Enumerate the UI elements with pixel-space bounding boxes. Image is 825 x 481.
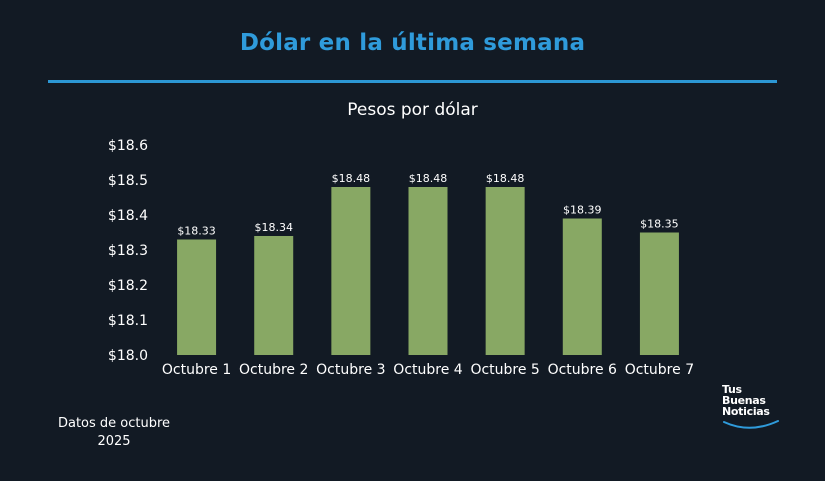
brand-line-2: Buenas	[722, 394, 766, 407]
y-tick-label: $18.0	[108, 348, 148, 364]
y-tick-label: $18.3	[108, 243, 148, 259]
x-tick-label: Octubre 5	[470, 362, 539, 378]
y-tick-label: $18.5	[108, 173, 148, 189]
x-tick-label: Octubre 1	[162, 362, 231, 378]
bar-value-label: $18.48	[332, 172, 371, 185]
chart-title: Dólar en la última semana	[239, 30, 586, 56]
bar-value-label: $18.34	[254, 221, 293, 234]
y-tick-label: $18.6	[108, 138, 148, 154]
brand-line-3: Noticias	[722, 405, 770, 418]
bar-value-label: $18.39	[563, 204, 602, 217]
x-tick-label: Octubre 7	[625, 362, 694, 378]
x-tick-label: Octubre 3	[316, 362, 385, 378]
bar-value-label: $18.48	[486, 172, 525, 185]
title-divider	[48, 80, 777, 83]
x-tick-label: Octubre 2	[239, 362, 308, 378]
bar	[331, 187, 371, 355]
x-tick-label: Octubre 4	[393, 362, 462, 378]
chart-subtitle: Pesos por dólar	[347, 100, 478, 120]
data-source-note: Datos de octubre 2025	[57, 416, 171, 449]
bar-value-label: $18.35	[640, 218, 679, 231]
bar	[562, 218, 602, 355]
bar	[177, 239, 217, 355]
y-tick-label: $18.2	[108, 278, 148, 294]
y-tick-label: $18.4	[108, 208, 148, 224]
y-tick-label: $18.1	[108, 313, 148, 329]
x-tick-label: Octubre 6	[548, 362, 617, 378]
brand-line-1: Tus	[722, 383, 742, 396]
bar	[408, 187, 448, 355]
bar-value-label: $18.33	[177, 225, 216, 238]
bar	[254, 236, 294, 355]
brand-logo: Tus Buenas Noticias	[722, 384, 782, 436]
brand-swoosh-icon	[723, 420, 779, 429]
bar	[485, 187, 525, 355]
bar-value-label: $18.48	[409, 172, 448, 185]
bar	[639, 232, 679, 355]
